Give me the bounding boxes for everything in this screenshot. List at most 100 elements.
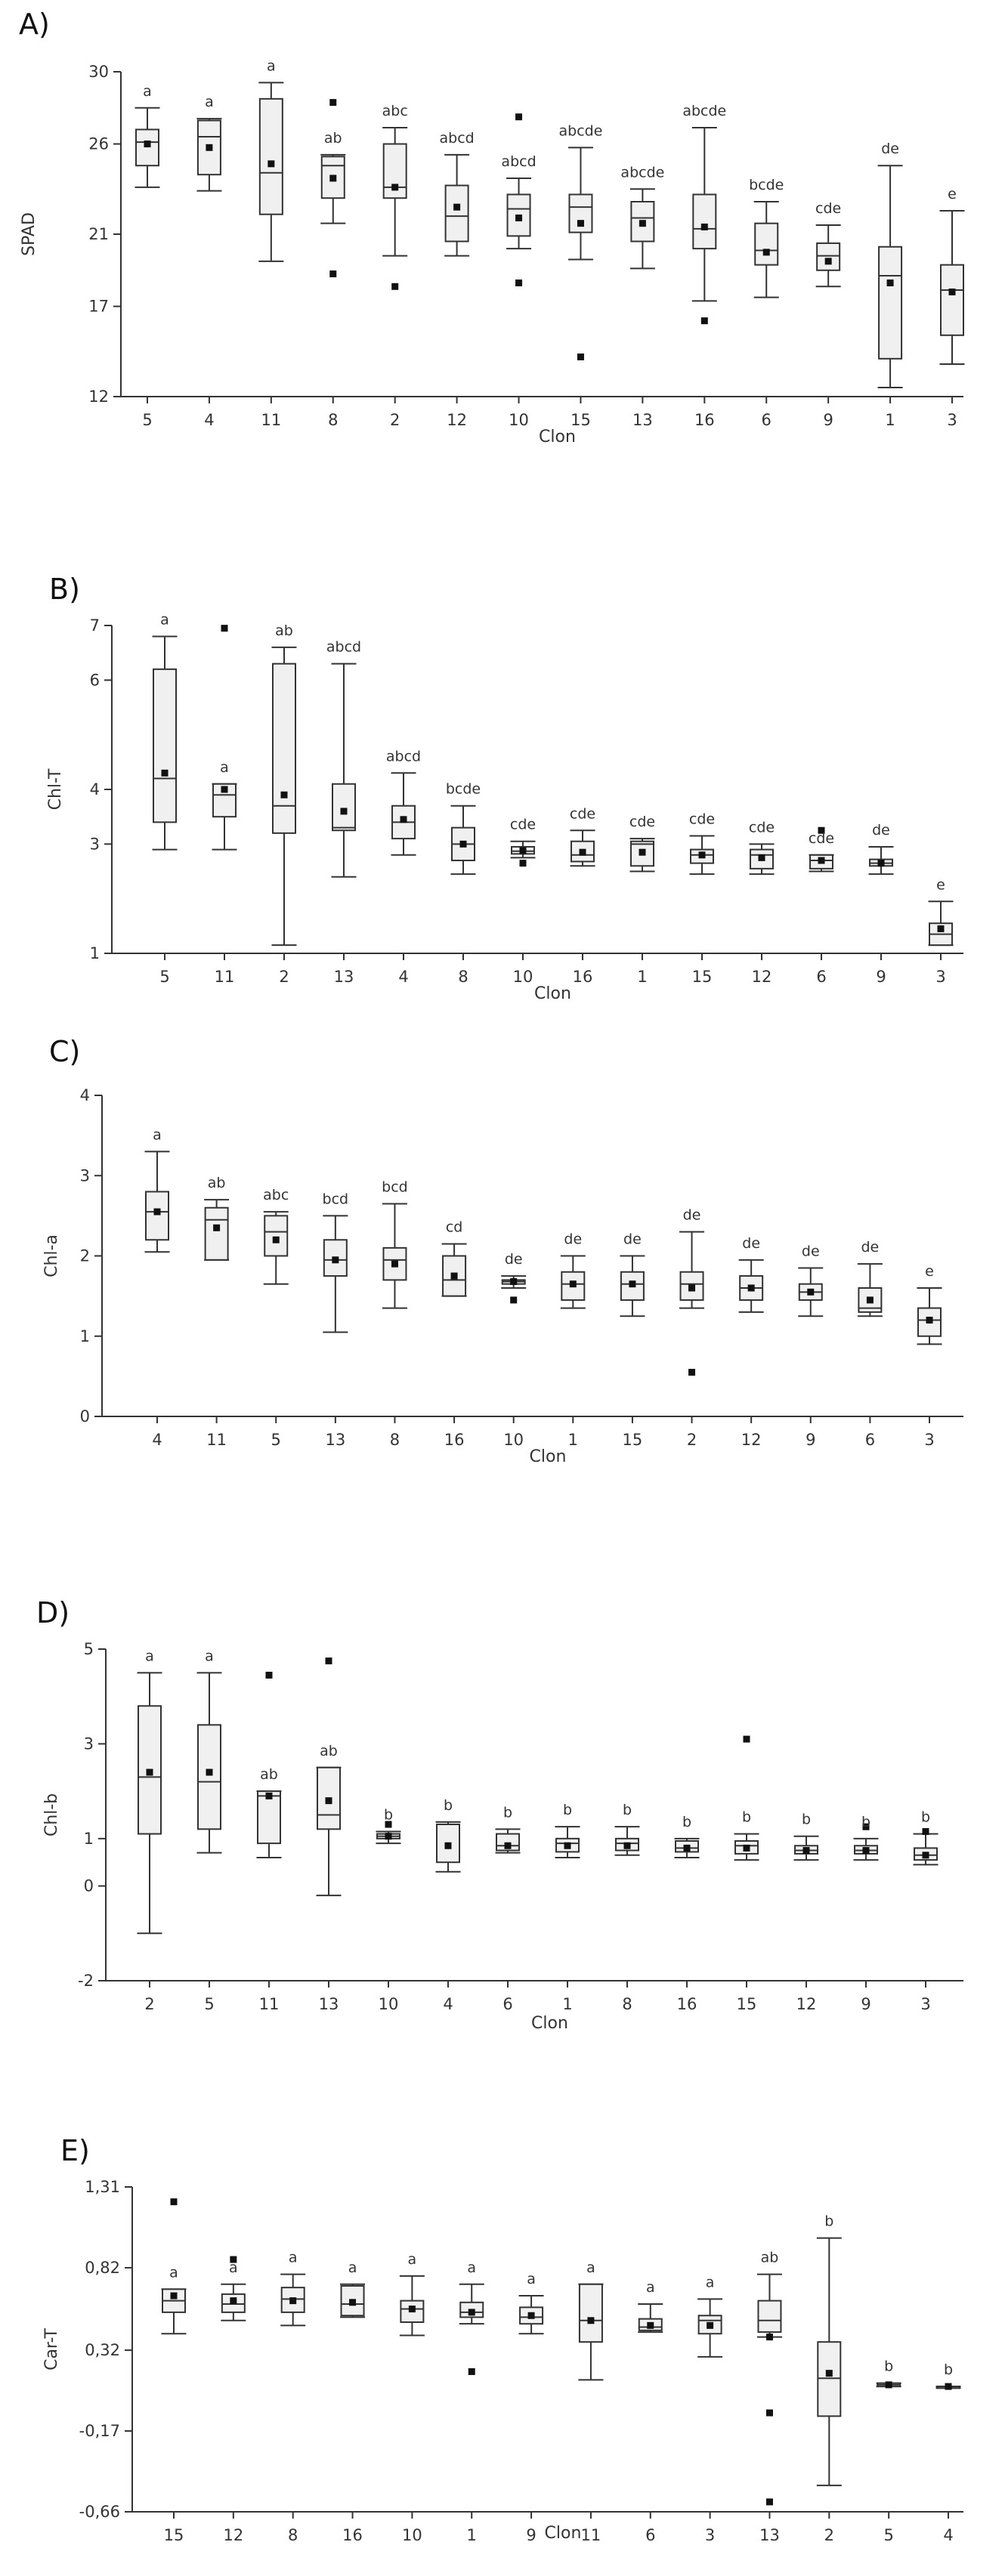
significance-label: b <box>444 1797 453 1814</box>
significance-label: b <box>861 1814 870 1830</box>
outlier-point <box>700 317 708 325</box>
x-tick-label: 12 <box>741 1431 762 1449</box>
box-2: 2 abc <box>382 103 408 429</box>
outlier-point <box>818 826 825 834</box>
y-tick-label: 6 <box>90 671 100 689</box>
x-tick-label: 2 <box>279 968 289 986</box>
mean-marker <box>527 2312 535 2319</box>
significance-label: ab <box>761 2250 779 2266</box>
mean-marker <box>765 2334 773 2341</box>
x-tick-label: 5 <box>204 1995 214 2013</box>
x-tick-label: 1 <box>562 1995 572 2013</box>
x-tick-label: 4 <box>943 2526 953 2544</box>
outlier-point <box>221 625 228 632</box>
box-5: 5 abc <box>263 1187 289 1449</box>
x-tick-label: 10 <box>379 1995 399 2013</box>
x-tick-label: 3 <box>924 1431 934 1449</box>
mean-marker <box>280 791 288 798</box>
x-axis-title: Clon <box>539 428 576 446</box>
mean-marker <box>707 2321 714 2329</box>
x-axis-title: Clon <box>530 1447 567 1466</box>
mean-marker <box>325 1797 332 1805</box>
y-tick-label: 21 <box>88 225 109 243</box>
significance-label: a <box>408 2251 417 2268</box>
box-2: 2 ab <box>271 622 297 986</box>
mean-marker <box>153 1208 161 1215</box>
x-tick-label: 11 <box>259 1995 280 2013</box>
x-tick-label: 12 <box>796 1995 817 2013</box>
outlier-point <box>765 2498 773 2506</box>
significance-label: a <box>153 1126 162 1143</box>
box-iqr <box>444 184 469 242</box>
significance-label: abcd <box>440 130 475 147</box>
box-8: 8 bcde <box>446 781 481 986</box>
significance-label: de <box>861 1239 880 1256</box>
significance-label: cde <box>815 200 841 217</box>
box-8: 8b <box>614 1802 640 2013</box>
x-tick-label: 12 <box>447 411 467 429</box>
box-iqr <box>878 246 903 360</box>
x-tick-label: 11 <box>215 968 235 986</box>
y-axis-title: Chl-T <box>46 768 65 810</box>
significance-label: a <box>229 2259 238 2276</box>
box-16: 16 b <box>674 1814 700 2013</box>
box-13: 13 abcde <box>620 164 664 429</box>
box-15: 15 b <box>734 1735 759 2013</box>
box-11: 11 a <box>578 2259 604 2544</box>
x-tick-label: 12 <box>223 2526 243 2544</box>
mean-marker <box>824 258 832 265</box>
mean-marker <box>340 808 348 815</box>
outlier-point <box>515 113 523 121</box>
outlier-point <box>922 1827 929 1835</box>
mean-marker <box>504 1842 512 1849</box>
x-tick-label: 11 <box>581 2526 601 2544</box>
x-tick-label: 3 <box>920 1995 930 2013</box>
box-3: 3b <box>913 1809 939 2013</box>
x-tick-label: 8 <box>458 968 468 986</box>
mean-marker <box>579 848 586 856</box>
significance-label: bcd <box>323 1191 349 1207</box>
outlier-point <box>765 2409 773 2417</box>
mean-marker <box>802 1847 810 1855</box>
box-11: 11 ab <box>204 1175 230 1449</box>
significance-label: abcde <box>682 103 726 119</box>
box-9: 9b <box>853 1814 879 2013</box>
box-16: 16 a <box>340 2259 366 2544</box>
y-axis-title: Chl-b <box>42 1793 61 1836</box>
box-16: 16 cd <box>441 1219 467 1449</box>
outlier-point <box>230 2256 237 2263</box>
x-tick-label: 9 <box>806 1431 815 1449</box>
y-axis-title: SPAD <box>20 212 39 256</box>
chart-panel-4: D)-20135Chl-bClon2a5a11ab13ab10b4b6b1b8b… <box>36 1596 963 2033</box>
x-tick-label: 15 <box>692 968 713 986</box>
x-tick-label: 15 <box>737 1995 757 2013</box>
box-10: 10 b <box>376 1806 401 2013</box>
y-tick-label: -0,17 <box>79 2422 120 2440</box>
x-tick-label: 8 <box>390 1431 400 1449</box>
significance-label: abcd <box>501 153 536 170</box>
x-tick-label: 6 <box>865 1431 875 1449</box>
box-5: 5a <box>135 83 160 429</box>
y-tick-label: 0 <box>80 1407 90 1425</box>
outlier-point <box>329 270 337 278</box>
mean-marker <box>743 1844 750 1852</box>
box-iqr <box>697 2315 722 2335</box>
y-tick-label: 4 <box>80 1086 90 1104</box>
x-tick-label: 12 <box>752 968 772 986</box>
mean-marker <box>937 925 945 932</box>
x-tick-label: 13 <box>325 1431 345 1449</box>
y-tick-label: 26 <box>88 135 109 153</box>
mean-marker <box>807 1288 815 1296</box>
x-tick-label: 10 <box>503 1431 524 1449</box>
outlier-point <box>515 280 523 286</box>
significance-label: a <box>169 2264 178 2281</box>
box-9: 9a <box>518 2271 544 2544</box>
box-9: 9 de <box>798 1243 824 1449</box>
box-iqr <box>135 128 159 167</box>
y-tick-label: -2 <box>78 1972 94 1990</box>
y-tick-label: 3 <box>80 1166 90 1185</box>
mean-marker <box>577 220 584 227</box>
x-tick-label: 15 <box>571 411 591 429</box>
mean-marker <box>862 1847 870 1855</box>
